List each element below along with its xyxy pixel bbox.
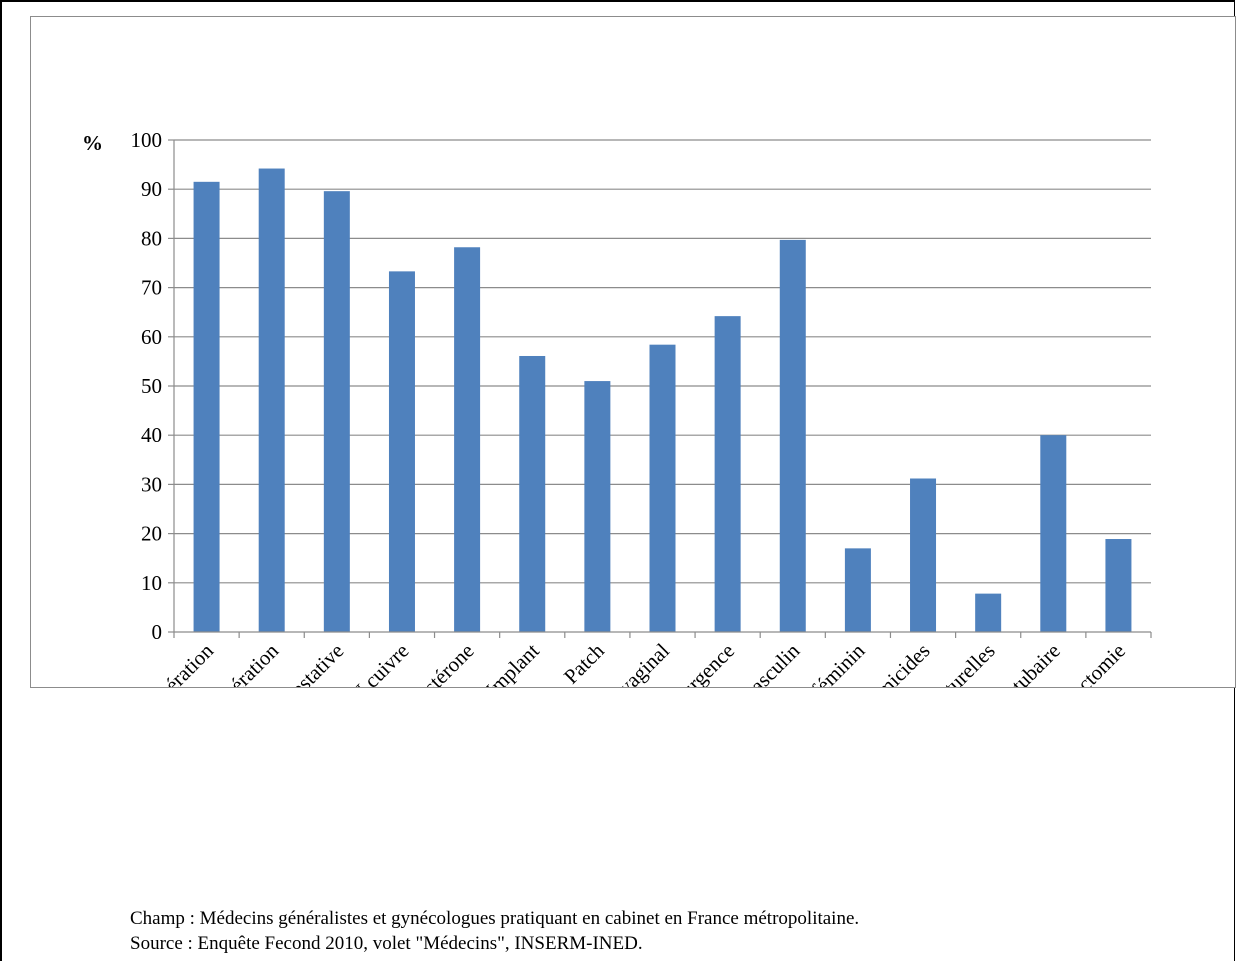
bars: [193, 168, 1132, 633]
y-tick-label: 30: [141, 472, 162, 496]
bar: [1040, 435, 1067, 632]
y-tick-label: 20: [141, 522, 162, 546]
bar: [910, 478, 937, 632]
y-tick-label: 90: [141, 177, 162, 201]
y-tick-label: 50: [141, 374, 162, 398]
y-axis-label: %: [82, 131, 103, 155]
y-tick-label: 10: [141, 571, 162, 595]
y-tick-label: 0: [152, 620, 163, 644]
bar: [649, 344, 676, 632]
y-tick-label: 60: [141, 325, 162, 349]
x-tick-label: Implant: [481, 638, 544, 687]
axes: [168, 139, 1152, 638]
y-tick-labels: 0 10 20 30 40 50 60 70 80 90 100: [131, 128, 163, 644]
y-tick-label: 80: [141, 226, 162, 250]
x-tick-label: Patch: [559, 638, 609, 687]
bar: [1105, 539, 1132, 632]
bar: [779, 239, 806, 632]
y-tick-label: 70: [141, 276, 162, 300]
bar: [388, 271, 415, 632]
bar: [258, 168, 285, 632]
x-tick-label: Pilule 3e génération: [82, 638, 218, 687]
bar: [714, 316, 741, 632]
bar: [323, 191, 350, 632]
bar: [519, 355, 546, 632]
x-tick-labels: Pilule 3e générationPilule 2e génération…: [82, 638, 1130, 687]
bar: [844, 548, 871, 632]
chart-area: 0 10 20 30 40 50 60 70 80 90 100 Pilule 3e générat…: [30, 16, 1236, 688]
bar-chart: 0 10 20 30 40 50 60 70 80 90 100 Pilule 3e générat…: [82, 128, 1152, 687]
caption-source: Source : Enquête Fecond 2010, volet "Méd…: [130, 933, 643, 954]
y-tick-label: 100: [131, 128, 163, 152]
y-tick-label: 40: [141, 423, 162, 447]
caption-champ: Champ : Médecins généralistes et gynécol…: [130, 908, 860, 929]
bar: [975, 593, 1002, 632]
bar: [193, 181, 220, 632]
bar: [584, 381, 611, 632]
bar: [454, 247, 481, 633]
x-tick-label: DIU cuivre: [329, 639, 413, 687]
